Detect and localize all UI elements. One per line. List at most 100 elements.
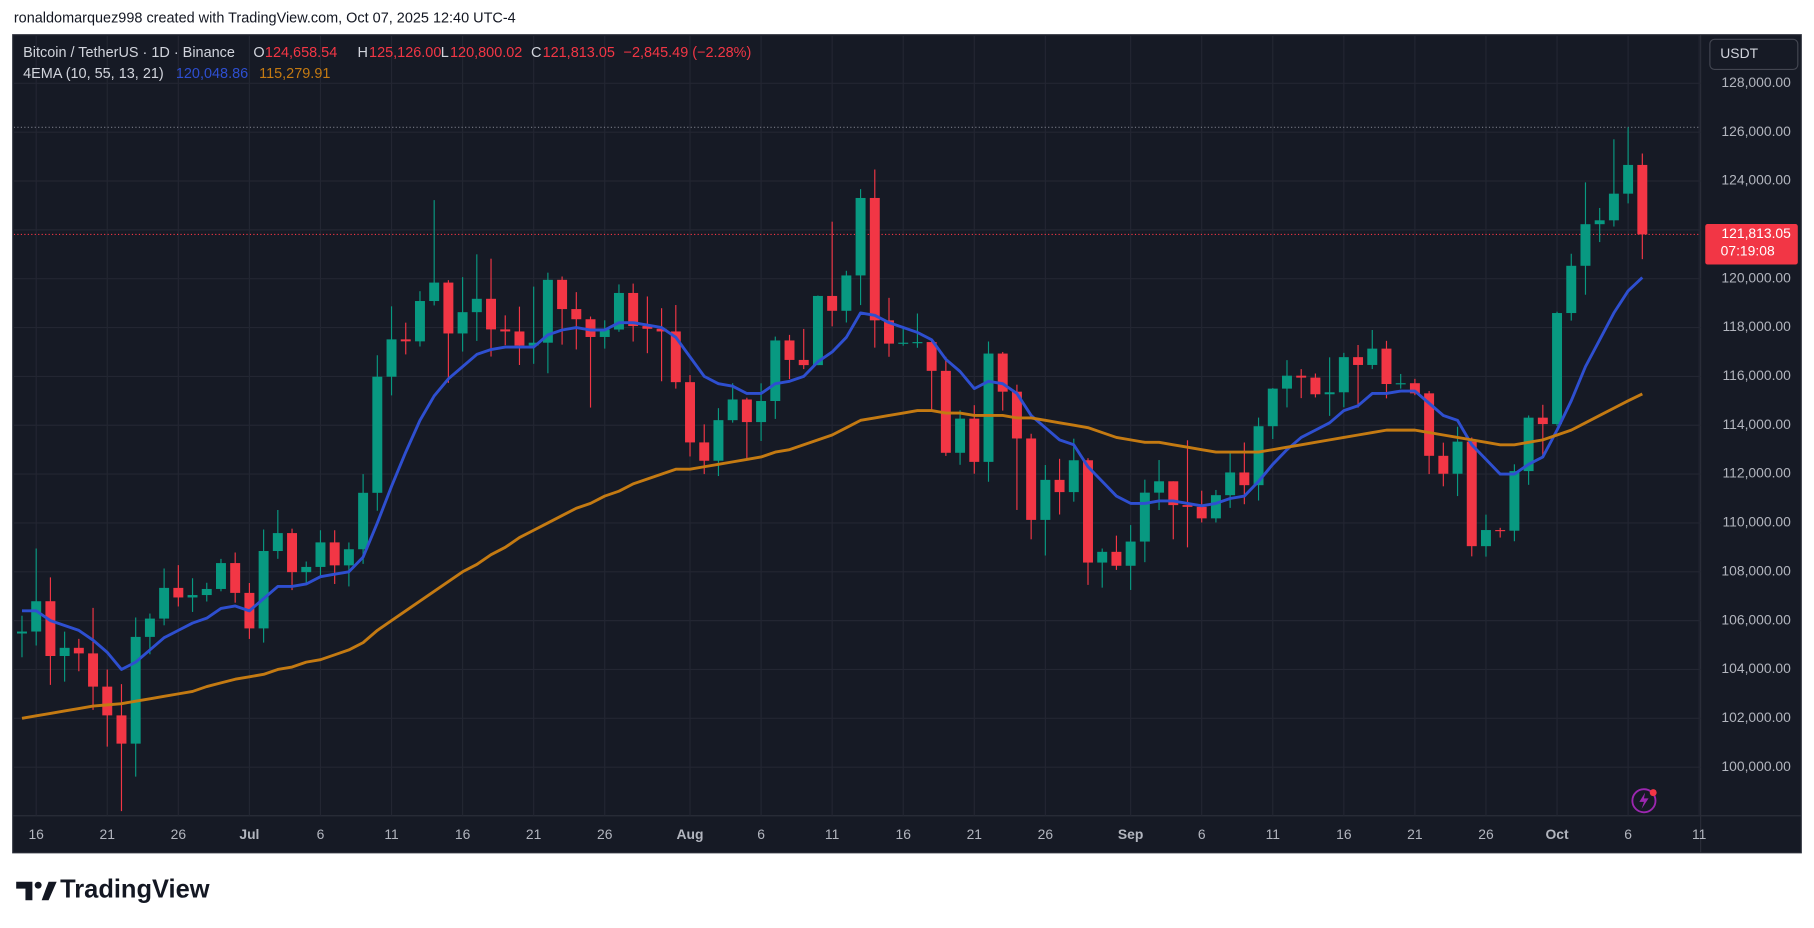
x-tick-label: 6 [317,826,325,842]
ohlc-value: 121,813.05 [543,45,615,61]
x-tick-label: 16 [1336,826,1352,842]
candle-body [827,295,838,311]
candle-body [201,588,212,596]
x-tick-label: 21 [1407,826,1423,842]
candle-body [1139,492,1150,542]
candle-body [315,542,326,567]
candle-body [486,298,497,330]
candle-body [955,418,966,453]
candle-body [670,331,681,383]
x-tick-label: 11 [825,826,840,842]
candle-body [1367,348,1378,365]
alert-icon[interactable] [1631,788,1657,814]
candle-body [443,282,454,334]
candle-body [1395,383,1406,385]
candle-body [1438,455,1449,474]
x-tick-label: 16 [455,826,471,842]
candle-body [613,292,624,330]
candle-body [1026,438,1037,520]
candle-body [642,326,653,329]
candle-body [400,339,411,342]
candle-body [386,339,397,377]
candle-body [1566,265,1577,314]
candle-body [215,563,226,589]
y-tick-label: 118,000.00 [1722,318,1791,334]
y-tick-label: 106,000.00 [1721,611,1791,627]
candle-body [59,647,70,657]
candle-body [756,401,767,423]
candle-body [1083,460,1093,563]
current-price-label: 121,813.05 [1721,225,1791,241]
y-tick-label: 120,000.00 [1721,269,1791,285]
candle-body [45,601,56,657]
candle-body [102,686,113,716]
candle-body [1381,348,1392,385]
x-tick-label: 26 [597,826,613,842]
x-tick-label: 11 [384,826,399,842]
candle-body [130,636,141,744]
candle-body [1424,393,1435,456]
candle-body [144,618,155,637]
candle-body [884,320,894,344]
candle-body [258,551,269,629]
candle-body [471,298,482,313]
candle-body [1537,417,1548,425]
candle-body [798,359,809,366]
symbol-title: Bitcoin / TetherUS · 1D · Binance [23,45,235,61]
candle-body [116,715,127,744]
header: ronaldomarquez998 created with TradingVi… [14,10,516,26]
candle-body [1097,551,1108,563]
y-tick-label: 116,000.00 [1722,367,1791,383]
candle-body [812,295,823,366]
candle-body [1154,481,1165,493]
plot [13,126,1701,812]
y-tick-label: 112,000.00 [1722,465,1791,481]
candle-body [287,533,298,573]
candle-body [1196,506,1207,519]
y-tick-label: 102,000.00 [1721,709,1791,725]
x-tick-label: 11 [1692,826,1707,842]
ema-line [21,276,1644,671]
change: −2,845.49 (−2.28%) [624,45,752,61]
countdown-label: 07:19:08 [1721,242,1775,258]
candle-body [358,492,369,550]
candle-body [1225,472,1236,496]
x-tick-label: 26 [171,826,187,842]
currency-label[interactable]: USDT [1720,45,1758,61]
ohlc-value: 125,126.00 [369,45,441,61]
candle-body [1182,505,1193,507]
candle-body [628,292,639,327]
candle-body [656,328,667,332]
candle-body [1495,530,1506,532]
candle-body [727,399,738,421]
ohlc-value: 124,658.54 [265,45,337,61]
candle-body [187,595,198,598]
x-tick-label: 6 [1624,826,1632,842]
candle-body [1253,426,1264,486]
candle-body [1068,460,1079,493]
candle-body [1623,164,1634,194]
candle-body [571,309,582,320]
candle-body [1509,471,1520,531]
candle-body [1239,472,1250,486]
currency-button[interactable] [1709,38,1799,71]
ohlc-key: L [441,45,449,61]
candle-body [1552,313,1563,425]
candle-body [1210,495,1221,519]
candle-body [926,342,937,371]
x-tick-label: 26 [1478,826,1494,842]
candle-body [1409,383,1420,394]
candle-body [88,653,99,687]
candle-body [1125,541,1136,566]
brand-name: TradingView [60,876,210,904]
candle-body [898,342,909,344]
candle-body [841,275,852,311]
x-tick-label: 21 [967,826,983,842]
candle-body [1310,377,1321,395]
candle-body [301,566,312,573]
candle-body [528,342,539,346]
candle-body [1523,417,1534,472]
candle-body [372,376,383,493]
candle-body [514,331,525,346]
